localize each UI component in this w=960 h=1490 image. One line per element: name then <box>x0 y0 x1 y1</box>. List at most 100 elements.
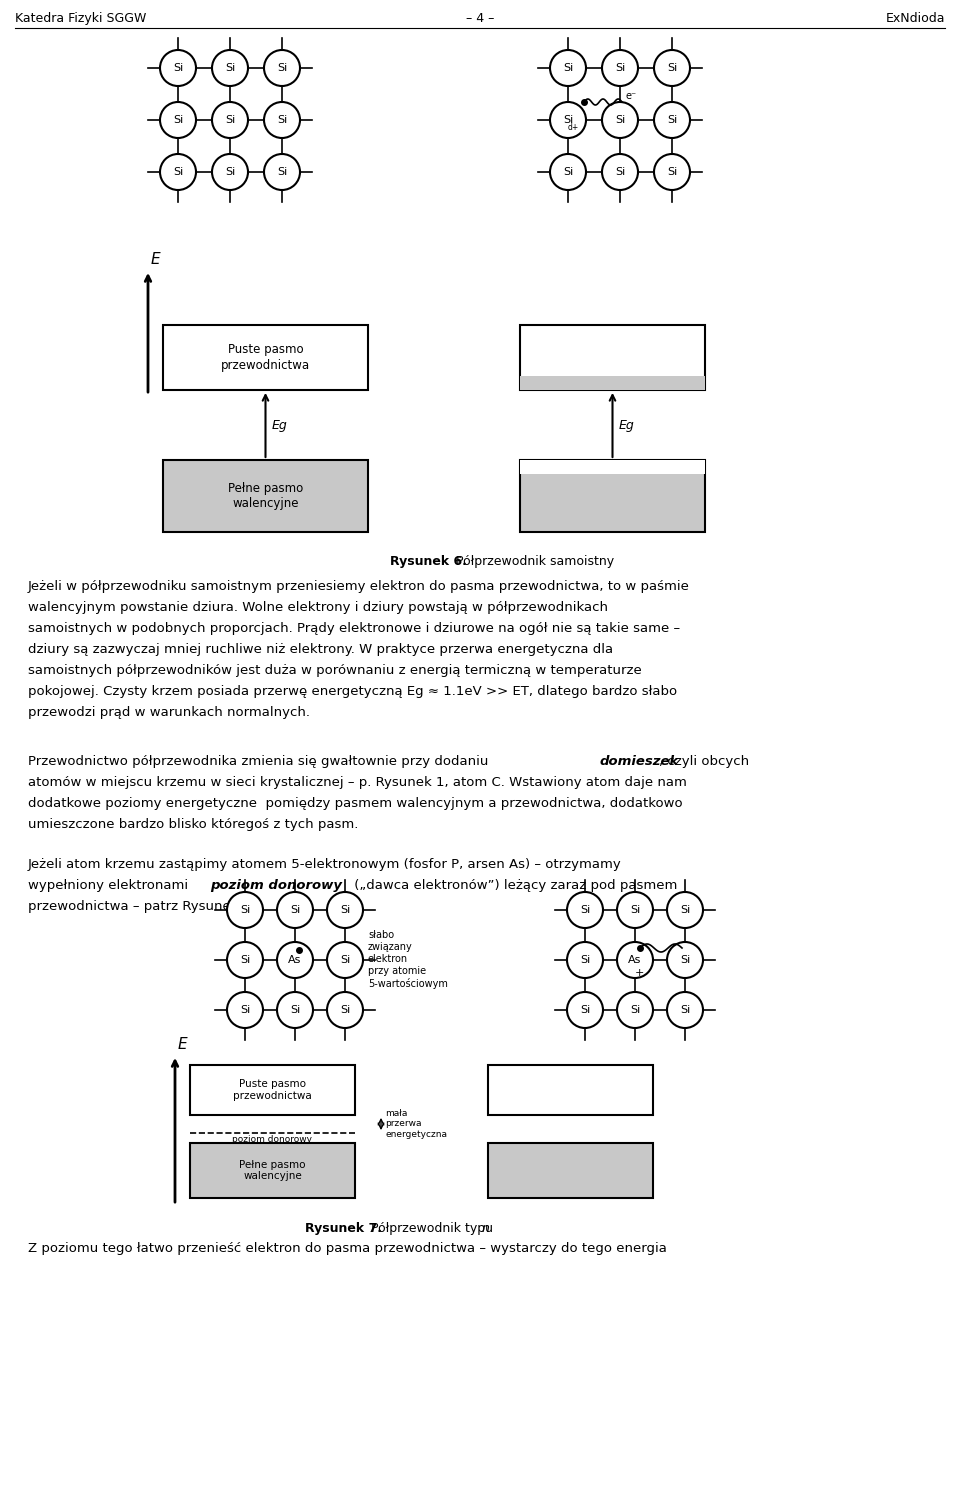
Circle shape <box>667 942 703 977</box>
Text: Si: Si <box>563 167 573 177</box>
Text: As: As <box>288 955 301 966</box>
Circle shape <box>212 153 248 191</box>
Text: Si: Si <box>630 904 640 915</box>
Circle shape <box>212 51 248 86</box>
Text: E: E <box>151 252 160 267</box>
Text: Rysunek 7.: Rysunek 7. <box>305 1222 382 1235</box>
Circle shape <box>617 992 653 1028</box>
Circle shape <box>160 101 196 139</box>
Text: Si: Si <box>680 904 690 915</box>
Text: związany: związany <box>368 942 413 952</box>
Text: poziom donorowy: poziom donorowy <box>232 1135 313 1144</box>
Bar <box>190 1143 355 1198</box>
Text: przewodnictwa – patrz Rysunek 7.: przewodnictwa – patrz Rysunek 7. <box>28 900 255 913</box>
Text: Puste pasmo
przewodnictwa: Puste pasmo przewodnictwa <box>233 1079 312 1101</box>
Text: elektron: elektron <box>368 954 408 964</box>
Text: Si: Si <box>173 63 183 73</box>
Text: +: + <box>635 968 644 977</box>
Text: – 4 –: – 4 – <box>466 12 494 25</box>
Text: atomów w miejscu krzemu w sieci krystalicznej – p. Rysunek 1, atom C. Wstawiony : atomów w miejscu krzemu w sieci krystali… <box>28 776 686 790</box>
Circle shape <box>277 992 313 1028</box>
Circle shape <box>227 992 263 1028</box>
Text: słabo: słabo <box>368 930 395 940</box>
Text: pokojowej. Czysty krzem posiada przerwę energetyczną Eg ≈ 1.1eV >> ET, dlatego b: pokojowej. Czysty krzem posiada przerwę … <box>28 685 677 697</box>
Text: walencyjnym powstanie dziura. Wolne elektrony i dziury powstają w półprzewodnika: walencyjnym powstanie dziura. Wolne elek… <box>28 600 608 614</box>
Bar <box>163 325 368 390</box>
Text: Si: Si <box>667 167 677 177</box>
Bar <box>520 460 705 474</box>
Text: Si: Si <box>290 1004 300 1015</box>
Circle shape <box>654 51 690 86</box>
Text: Eg: Eg <box>618 419 635 432</box>
Text: wypełniony elektronami: wypełniony elektronami <box>28 879 197 893</box>
Text: n: n <box>482 1222 490 1235</box>
Circle shape <box>264 51 300 86</box>
Circle shape <box>602 51 638 86</box>
Text: Si: Si <box>614 167 625 177</box>
Text: , czyli obcych: , czyli obcych <box>659 755 749 767</box>
Circle shape <box>567 893 603 928</box>
Circle shape <box>264 153 300 191</box>
Text: Si: Si <box>240 955 251 966</box>
Text: Si: Si <box>290 904 300 915</box>
Text: dodatkowe poziomy energetyczne  pomiędzy pasmem walencyjnym a przewodnictwa, dod: dodatkowe poziomy energetyczne pomiędzy … <box>28 797 683 811</box>
Circle shape <box>654 101 690 139</box>
Text: dziury są zazwyczaj mniej ruchliwe niż elektrony. W praktyce przerwa energetyczn: dziury są zazwyczaj mniej ruchliwe niż e… <box>28 644 613 656</box>
Circle shape <box>160 51 196 86</box>
Text: Si: Si <box>667 63 677 73</box>
Text: ExNdioda: ExNdioda <box>885 12 945 25</box>
Text: Pełne pasmo
walencyjne: Pełne pasmo walencyjne <box>228 481 303 510</box>
Bar <box>488 1065 653 1115</box>
Text: Si: Si <box>240 1004 251 1015</box>
Circle shape <box>227 942 263 977</box>
Bar <box>163 460 368 532</box>
Text: umieszczone bardzo blisko któregoś z tych pasm.: umieszczone bardzo blisko któregoś z tyc… <box>28 818 358 831</box>
Circle shape <box>227 893 263 928</box>
Text: samoistnych w podobnych proporcjach. Prądy elektronowe i dziurowe na ogół nie są: samoistnych w podobnych proporcjach. Prą… <box>28 621 680 635</box>
Text: mała
przerwa
energetyczna: mała przerwa energetyczna <box>385 1109 447 1138</box>
Text: („dawca elektronów”) leżący zaraz pod pasmem: („dawca elektronów”) leżący zaraz pod pa… <box>350 879 678 893</box>
Circle shape <box>212 101 248 139</box>
Bar <box>190 1065 355 1115</box>
Circle shape <box>264 101 300 139</box>
Text: Si: Si <box>276 115 287 125</box>
Circle shape <box>160 153 196 191</box>
Circle shape <box>617 893 653 928</box>
Circle shape <box>667 992 703 1028</box>
Text: Si: Si <box>240 904 251 915</box>
Text: przy atomie: przy atomie <box>368 966 426 976</box>
Text: Jeżeli w półprzewodniku samoistnym przeniesiemy elektron do pasma przewodnictwa,: Jeżeli w półprzewodniku samoistnym przen… <box>28 580 690 593</box>
Text: Si: Si <box>580 1004 590 1015</box>
Text: Si: Si <box>580 955 590 966</box>
Text: As: As <box>628 955 641 966</box>
Circle shape <box>550 153 586 191</box>
Circle shape <box>667 893 703 928</box>
Text: Si: Si <box>614 115 625 125</box>
Text: Si: Si <box>173 167 183 177</box>
Text: Si: Si <box>225 63 235 73</box>
Circle shape <box>550 51 586 86</box>
Text: Si: Si <box>580 904 590 915</box>
Circle shape <box>602 153 638 191</box>
Text: Si: Si <box>667 115 677 125</box>
Text: Si: Si <box>680 955 690 966</box>
Text: Si: Si <box>340 955 350 966</box>
Text: Si: Si <box>630 1004 640 1015</box>
Circle shape <box>567 942 603 977</box>
Text: Puste pasmo
przewodnictwa: Puste pasmo przewodnictwa <box>221 344 310 371</box>
Circle shape <box>327 942 363 977</box>
Text: Eg: Eg <box>272 419 287 432</box>
Text: Przewodnictwo półprzewodnika zmienia się gwałtownie przy dodaniu: Przewodnictwo półprzewodnika zmienia się… <box>28 755 492 767</box>
Text: 5-wartościowym: 5-wartościowym <box>368 977 448 989</box>
Bar <box>520 325 705 390</box>
Text: samoistnych półprzewodników jest duża w porównaniu z energią termiczną w tempera: samoistnych półprzewodników jest duża w … <box>28 665 641 676</box>
Text: Si: Si <box>225 167 235 177</box>
Text: e⁻: e⁻ <box>626 91 637 101</box>
Bar <box>488 1143 653 1198</box>
Text: Jeżeli atom krzemu zastąpimy atomem 5-elektronowym (fosfor P, arsen As) – otrzym: Jeżeli atom krzemu zastąpimy atomem 5-el… <box>28 858 622 872</box>
Text: Si: Si <box>276 167 287 177</box>
Text: Katedra Fizyki SGGW: Katedra Fizyki SGGW <box>15 12 146 25</box>
Circle shape <box>277 893 313 928</box>
Bar <box>520 375 705 390</box>
Circle shape <box>567 992 603 1028</box>
